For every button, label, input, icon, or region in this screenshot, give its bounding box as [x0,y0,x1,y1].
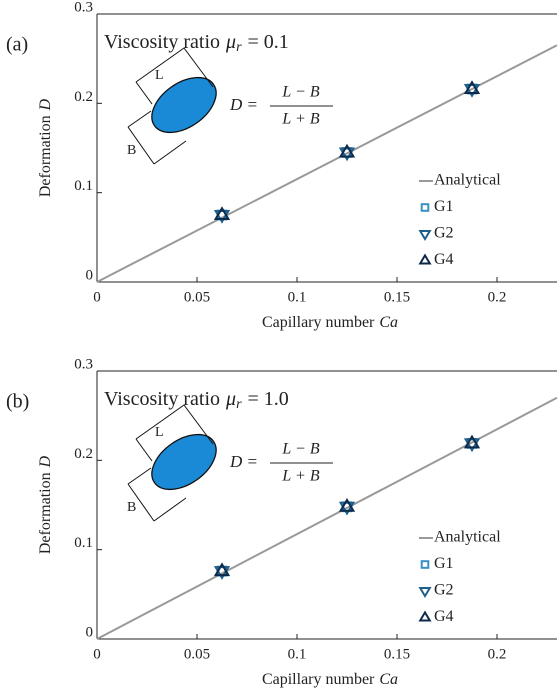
dimension-line [127,467,152,485]
marker-triangle-down [463,438,481,453]
x-tick-label: 0.1 [288,289,307,305]
dimension-label: B [127,500,136,515]
y-tick-label: 0.3 [74,356,93,372]
marker-triangle-up [463,80,481,95]
panel-label: (a) [6,34,28,56]
legend-label: G1 [434,555,454,572]
droplet [151,76,217,134]
text-part: r [236,397,242,412]
dimension-line [183,404,214,445]
x-tick-label: 0.15 [384,289,410,305]
marker-triangle-up [213,206,231,220]
dimension-line [135,47,185,83]
y-tick-label: 0.2 [74,89,93,105]
marker-triangle-up [338,498,356,512]
y-tick-label: 0.1 [74,178,93,194]
y-axis-label: Deformation D [37,98,54,197]
analytical-line [96,396,558,640]
formula: D = [229,452,258,471]
legend-marker [418,230,432,242]
dimension-line [135,438,153,462]
formula: L + B [281,111,319,128]
marker-triangle-up [338,143,356,158]
chart-title: Viscosity ratio μr = 1.0 [104,388,289,413]
text-part: = 0.1 [248,31,289,53]
droplet [151,433,217,491]
x-axis-label: Capillary number Ca [262,314,398,331]
legend-label: G4 [434,608,454,625]
text-part: Viscosity ratio [104,31,220,53]
dimension-label: L [155,425,164,440]
inset: L B D = L − B L + B [127,404,333,522]
text-part: Ca [379,314,398,331]
analytical-line [96,44,558,283]
dimension-line [127,126,155,165]
x-tick-label: 0.2 [488,646,507,662]
legend-label: Analytical [434,529,501,546]
text-part: r [236,40,242,55]
text-part: Deformation [37,115,54,197]
text-part: Ca [379,671,398,688]
dimension-line [135,404,185,440]
formula: L − B [281,441,319,458]
legend-label: Analytical [434,172,501,189]
text-part: Deformation [37,472,54,554]
panel-label: (b) [6,391,29,413]
y-tick-label: 0 [86,624,94,640]
marker-triangle-down [213,210,231,224]
x-tick-label: 0 [93,289,101,305]
x-tick-label: 0.05 [184,646,210,662]
legend-label: G2 [434,225,454,242]
marker-triangle-down [213,566,231,580]
text-part: Capillary number [262,671,375,688]
dimension-line [135,81,153,105]
inset: L B D = L − B L + B [127,47,333,165]
legend-marker [418,253,432,265]
legend-marker [418,587,432,599]
text-part: Viscosity ratio [104,388,220,410]
dimension-line [153,140,187,165]
dimension-line [127,483,155,522]
legend-marker [420,203,430,212]
dimension-line [153,497,187,522]
x-axis-label: Capillary number Ca [262,671,398,688]
text-part: μ [225,388,236,410]
marker-triangle-down [338,147,356,162]
chart-title: Viscosity ratio μr = 0.1 [104,31,289,56]
formula: D = [229,95,258,114]
formula: L + B [281,468,319,485]
dimension-line [127,110,152,128]
x-tick-label: 0.05 [184,289,210,305]
legend-marker [418,610,432,622]
legend-label: G2 [434,582,454,599]
dimension-label: B [127,143,136,158]
y-tick-label: 0.1 [74,535,93,551]
text-part: D [37,98,54,111]
y-tick-label: 0.2 [74,446,93,462]
marker-triangle-up [463,434,481,449]
dimension-line [183,47,214,88]
text-part: μ [225,31,236,53]
marker-triangle-down [463,84,481,98]
x-tick-label: 0.1 [288,646,307,662]
x-tick-label: 0.2 [488,289,507,305]
marker-triangle-up [213,562,231,577]
text-part: Capillary number [262,314,375,331]
x-tick-label: 0.15 [384,646,410,662]
x-tick-label: 0 [93,646,101,662]
text-part: D [37,455,54,468]
y-tick-label: 0 [86,267,94,283]
legend-marker [420,560,430,569]
marker-triangle-down [338,501,356,516]
formula: L − B [281,84,319,101]
legend-label: G4 [434,251,454,268]
y-tick-label: 0.3 [74,0,93,15]
legend-label: G1 [434,198,454,215]
dimension-label: L [155,68,164,83]
text-part: = 1.0 [248,388,289,410]
y-axis-label: Deformation D [37,455,54,554]
